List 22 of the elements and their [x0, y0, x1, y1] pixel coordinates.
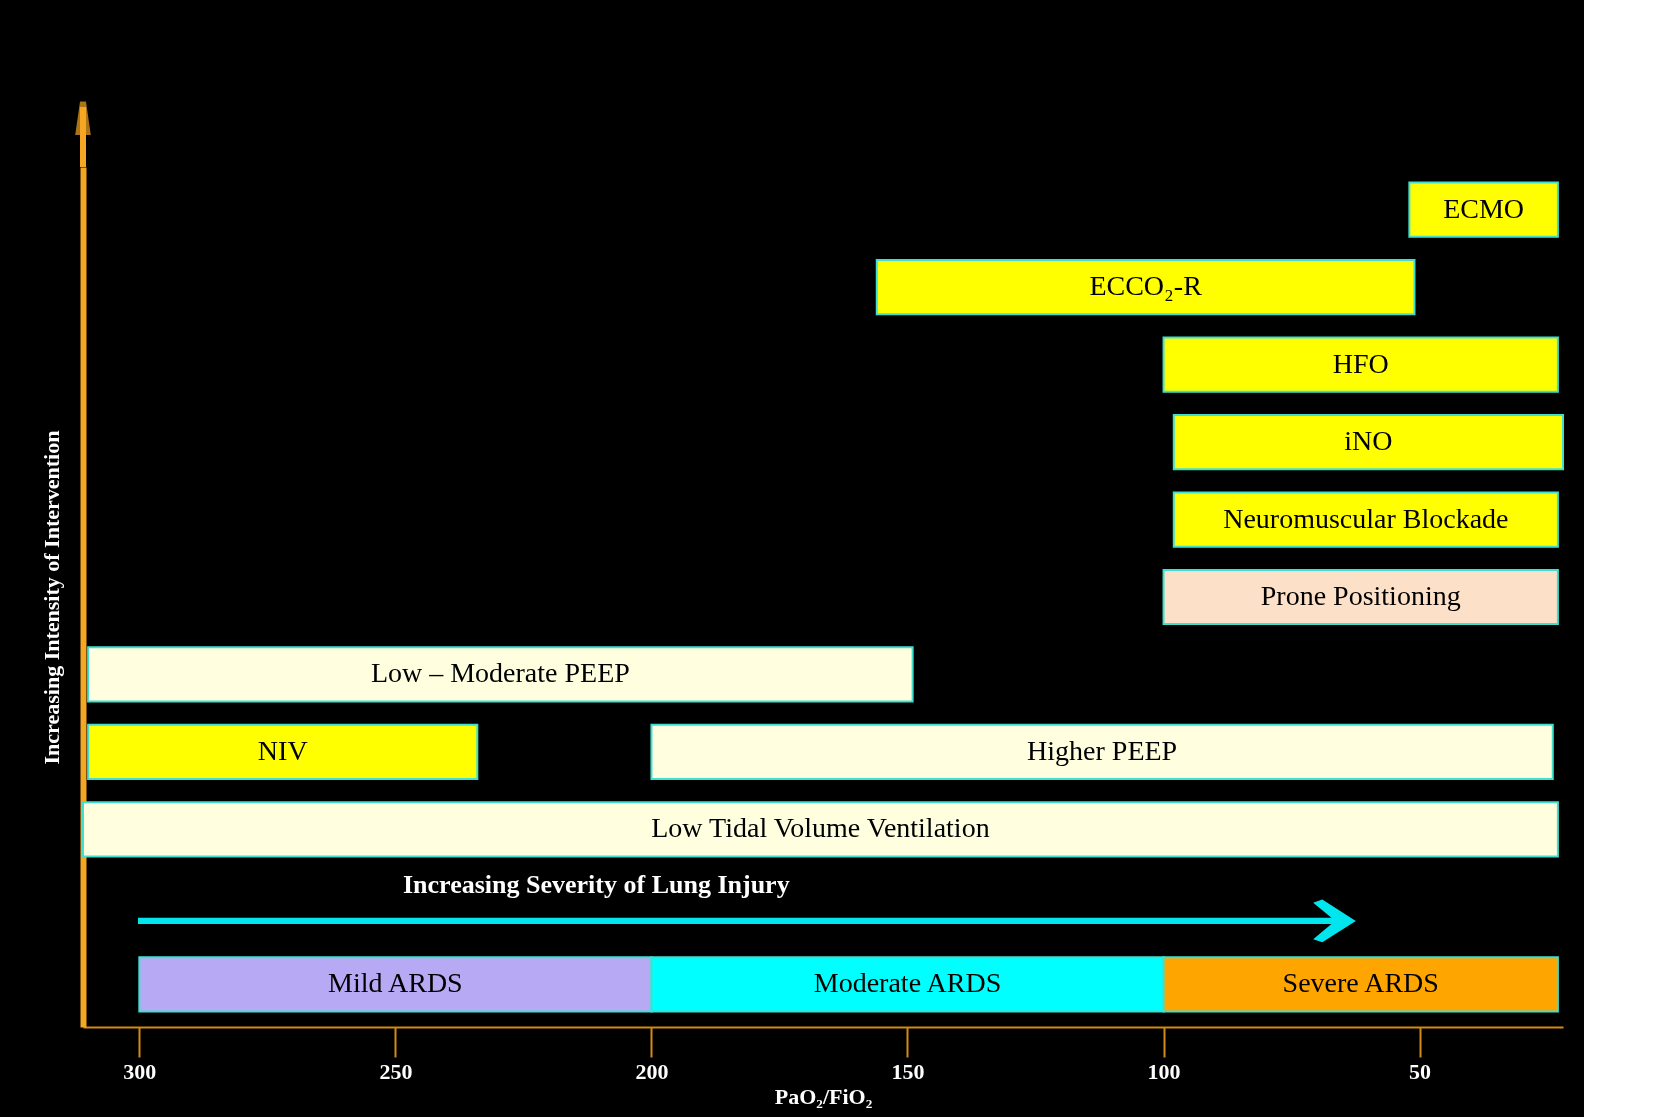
series-label: Low – Moderate PEEP	[370, 657, 630, 689]
series-label: iNO	[1344, 425, 1393, 457]
series-label: Prone Positioning	[1260, 580, 1461, 611]
x-tick-label: 100	[1147, 1058, 1181, 1084]
x-tick-label: 300	[123, 1058, 157, 1084]
series-label: HFO	[1332, 347, 1389, 379]
annotation: Increasing Severity of Lung Injury	[403, 869, 790, 899]
series-label: NIV	[257, 734, 308, 766]
series-label: Neuromuscular Blockade	[1223, 502, 1509, 534]
x-tick-label: 50	[1409, 1058, 1432, 1084]
x-axis-title: PaO₂/FiO₂	[774, 1083, 873, 1109]
x-tick-label: 200	[635, 1058, 669, 1084]
series-label: Low Tidal Volume Ventilation	[651, 812, 990, 844]
series-label: ECMO	[1443, 192, 1525, 224]
series-label: Higher PEEP	[1027, 734, 1178, 766]
series-label: Moderate ARDS	[813, 967, 1002, 999]
series-label: Mild ARDS	[328, 967, 463, 999]
y-axis-title: Increasing Intensity of Intervention	[38, 430, 64, 765]
series-label: Severe ARDS	[1282, 967, 1439, 999]
series-label: ECCO₂-R	[1089, 270, 1203, 302]
x-tick-label: 250	[379, 1058, 413, 1084]
x-tick-label: 150	[891, 1058, 925, 1084]
